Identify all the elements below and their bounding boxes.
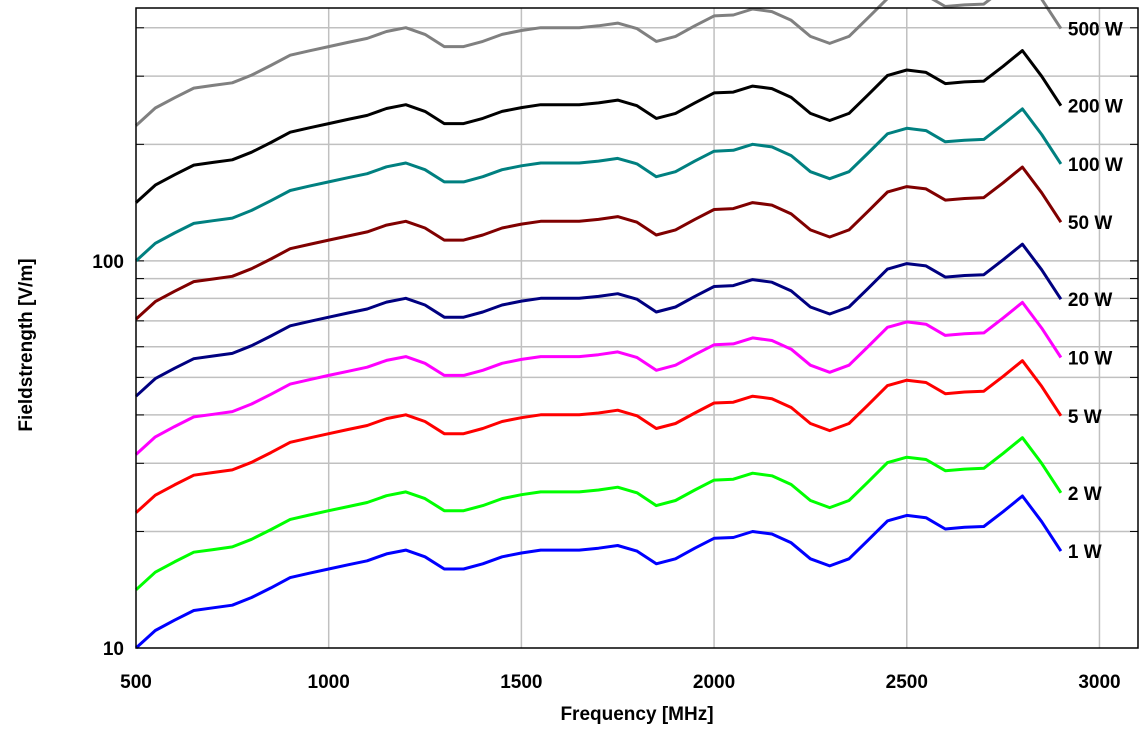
x-tick-label: 2500 bbox=[886, 672, 928, 693]
series-label: 1 W bbox=[1068, 542, 1102, 563]
series-line-10w bbox=[134, 300, 1063, 456]
series-line-2w bbox=[134, 436, 1063, 591]
x-tick-label: 3000 bbox=[1078, 672, 1120, 693]
grid bbox=[136, 8, 1138, 648]
series-label: 500 W bbox=[1068, 20, 1123, 41]
series-group bbox=[134, 0, 1063, 650]
x-tick-label: 2000 bbox=[693, 672, 735, 693]
series-label: 10 W bbox=[1068, 349, 1112, 370]
x-tick-label: 500 bbox=[120, 672, 152, 693]
series-label: 100 W bbox=[1068, 155, 1123, 176]
series-labels: 1 W 2 W 5 W 10 W 20 W 50 W 100 W 200 W 500 W bbox=[1068, 20, 1123, 563]
series-line-200w bbox=[134, 49, 1063, 204]
series-line-100w bbox=[134, 107, 1063, 263]
series-label: 5 W bbox=[1068, 407, 1102, 428]
y-axis-title: Fieldstrength [V/m] bbox=[16, 258, 37, 431]
y-tick-label: 100 bbox=[92, 252, 124, 273]
series-line-500w bbox=[134, 0, 1063, 127]
series-line-50w bbox=[134, 165, 1063, 321]
x-tick-label: 1000 bbox=[308, 672, 350, 693]
series-line-1w bbox=[134, 494, 1063, 650]
series-label: 20 W bbox=[1068, 290, 1112, 311]
series-line-20w bbox=[134, 242, 1063, 398]
series-label: 50 W bbox=[1068, 213, 1112, 234]
series-line-5w bbox=[134, 359, 1063, 514]
plot-background bbox=[136, 8, 1138, 648]
plot-frame bbox=[135, 7, 1139, 649]
x-tick-labels: 500 1000 1500 2000 2500 3000 bbox=[120, 672, 1120, 693]
x-tick-label: 1500 bbox=[500, 672, 542, 693]
series-label: 200 W bbox=[1068, 97, 1123, 118]
y-tick-labels: 10 100 bbox=[92, 252, 124, 660]
series-label: 2 W bbox=[1068, 484, 1102, 505]
x-axis-title: Frequency [MHz] bbox=[560, 704, 713, 725]
y-tick-label: 10 bbox=[103, 639, 124, 660]
